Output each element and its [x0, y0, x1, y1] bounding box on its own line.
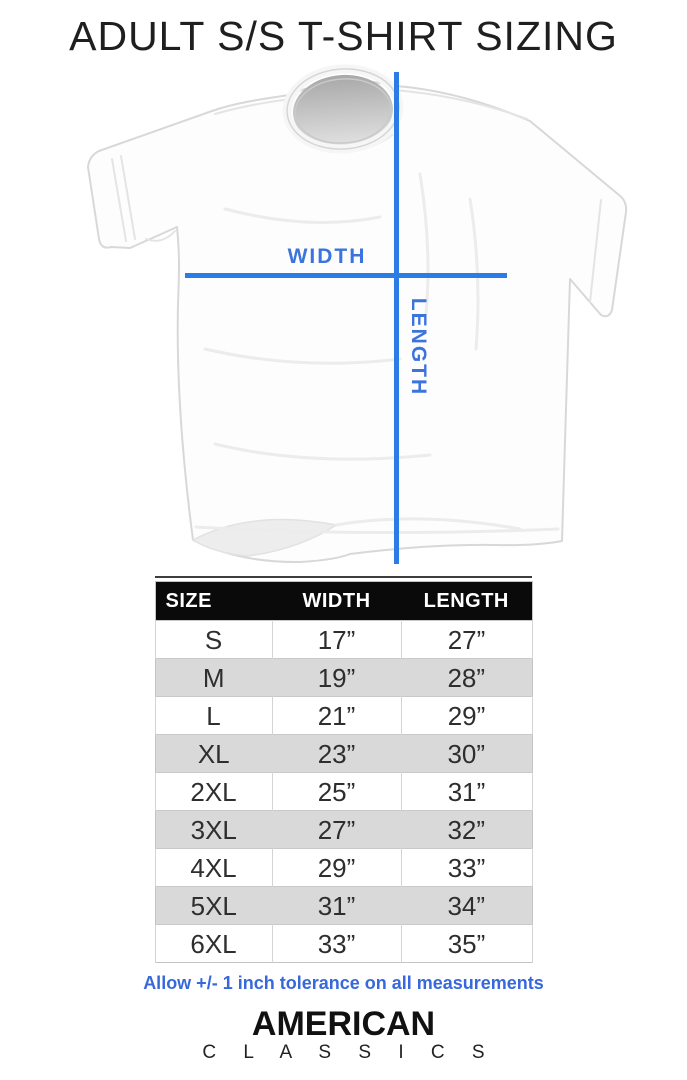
- tshirt-body-shape: [87, 64, 628, 564]
- width-measure-line: [185, 273, 507, 279]
- size-table-header-row: SIZE WIDTH LENGTH: [155, 581, 532, 621]
- size-cell: 4XL: [154, 848, 273, 887]
- size-cell: 5XL: [155, 886, 272, 925]
- collar: [282, 64, 404, 154]
- size-row-m: M 19” 28”: [155, 658, 532, 697]
- tolerance-note: Allow +/- 1 inch tolerance on all measur…: [143, 973, 544, 994]
- header-size: SIZE: [155, 581, 272, 621]
- width-cell: 33”: [271, 924, 402, 963]
- size-row-5xl: 5XL 31” 34”: [155, 886, 532, 925]
- size-row-4xl: 4XL 29” 33”: [154, 848, 533, 887]
- length-label: LENGTH: [407, 297, 430, 397]
- width-cell: 27”: [272, 810, 401, 849]
- size-row-6xl: 6XL 33” 35”: [154, 924, 533, 963]
- brand-logo: AMERICAN C L A S S I C S: [0, 1007, 687, 1062]
- table-top-rule: [155, 576, 532, 579]
- size-cell: 3XL: [155, 810, 272, 849]
- width-cell: 21”: [271, 696, 402, 735]
- length-cell: 33”: [400, 848, 533, 887]
- length-cell: 28”: [401, 658, 532, 697]
- length-cell: 35”: [400, 924, 533, 963]
- tshirt-graphic: [87, 64, 628, 564]
- size-cell: L: [154, 696, 273, 735]
- size-cell: 6XL: [154, 924, 273, 963]
- header-length: LENGTH: [401, 581, 532, 621]
- length-measure-line: [394, 72, 399, 565]
- width-cell: 31”: [272, 886, 401, 925]
- width-cell: 25”: [271, 772, 402, 811]
- width-cell: 17”: [271, 620, 402, 659]
- width-cell: 19”: [272, 658, 401, 697]
- size-row-3xl: 3XL 27” 32”: [155, 810, 532, 849]
- size-cell: XL: [155, 734, 272, 773]
- size-cell: 2XL: [154, 772, 273, 811]
- length-cell: 29”: [400, 696, 533, 735]
- width-label: WIDTH: [287, 245, 367, 269]
- length-cell: 27”: [400, 620, 533, 659]
- size-row-s: S 17” 27”: [154, 620, 533, 659]
- brand-name-top: AMERICAN: [251, 1005, 436, 1044]
- size-cell: S: [154, 620, 273, 659]
- size-row-l: L 21” 29”: [154, 696, 533, 735]
- width-cell: 29”: [271, 848, 402, 887]
- size-row-2xl: 2XL 25” 31”: [154, 772, 533, 811]
- width-cell: 23”: [272, 734, 401, 773]
- header-width: WIDTH: [272, 581, 401, 621]
- length-cell: 30”: [401, 734, 532, 773]
- sleeve-cuff-lines: [111, 89, 602, 304]
- tshirt-diagram: WIDTH LENGTH: [0, 59, 687, 574]
- size-table: SIZE WIDTH LENGTH S 17” 27” M 19” 28” L …: [154, 581, 533, 964]
- page-title: ADULT S/S T-SHIRT SIZING: [69, 13, 618, 59]
- length-cell: 34”: [401, 886, 532, 925]
- length-cell: 32”: [401, 810, 532, 849]
- brand-name-bottom: C L A S S I C S: [202, 1042, 496, 1064]
- length-cell: 31”: [400, 772, 533, 811]
- size-cell: M: [155, 658, 272, 697]
- size-row-xl: XL 23” 30”: [155, 734, 532, 773]
